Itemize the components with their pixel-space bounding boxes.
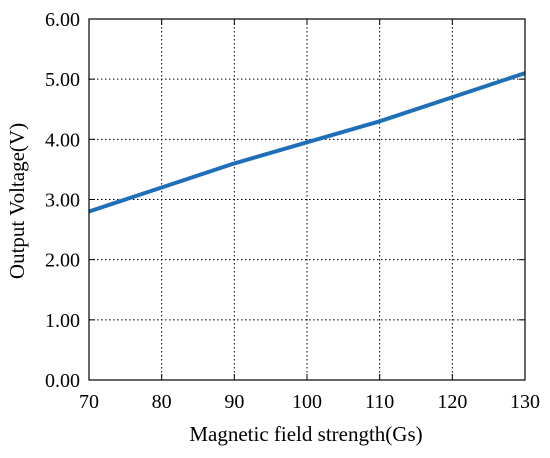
y-tick-label: 5.00	[45, 69, 80, 91]
y-tick-label: 0.00	[45, 370, 80, 392]
y-tick-labels: 0.00 1.00 2.00 3.00 4.00 5.00 6.00	[45, 9, 80, 392]
series-layer	[88, 71, 526, 214]
x-tick-label: 80	[152, 391, 172, 413]
grid-lines	[89, 19, 525, 380]
y-axis-title: Output Voltage(V)	[5, 123, 29, 279]
x-tick-labels: 70 80 90 100 110 120 130	[79, 391, 540, 413]
series-line	[88, 71, 526, 214]
axis-ticks	[88, 18, 526, 381]
y-tick-label: 2.00	[45, 250, 80, 272]
x-tick-label: 130	[510, 391, 540, 413]
x-tick-label: 110	[365, 391, 394, 413]
x-tick-label: 70	[79, 391, 99, 413]
x-tick-label: 100	[292, 391, 322, 413]
y-tick-label: 3.00	[45, 190, 80, 212]
y-tick-label: 4.00	[45, 129, 80, 151]
x-tick-label: 90	[224, 391, 244, 413]
y-tick-label: 1.00	[45, 310, 80, 332]
y-tick-label: 6.00	[45, 9, 80, 31]
x-axis-title: Magnetic field strength(Gs)	[189, 422, 422, 446]
x-tick-label: 120	[437, 391, 467, 413]
